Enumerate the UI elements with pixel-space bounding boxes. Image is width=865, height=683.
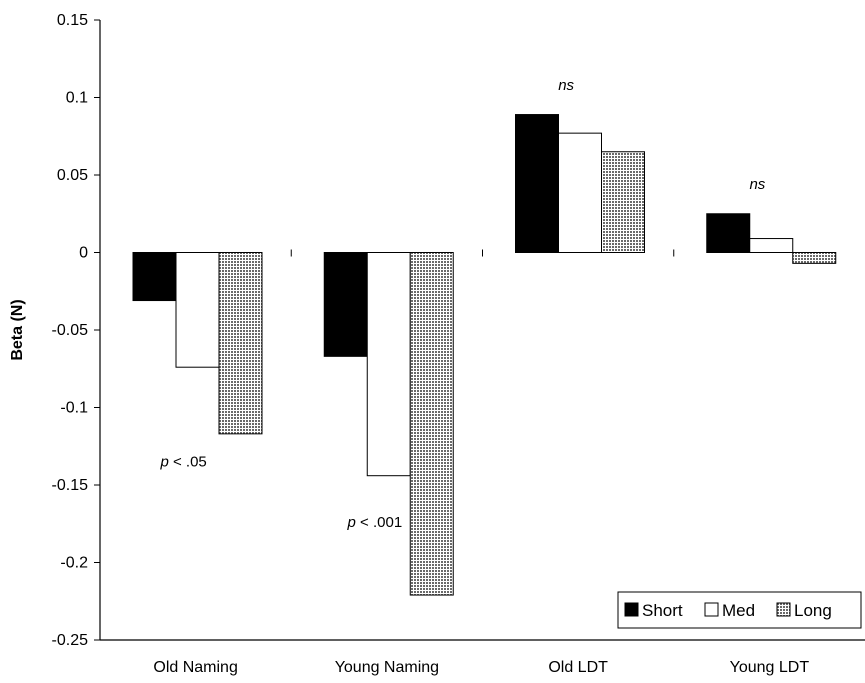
bar-med-young-ldt	[750, 239, 793, 253]
significance-annotation: p < .001	[347, 514, 403, 531]
x-category-label: Old LDT	[548, 659, 608, 676]
legend-swatch-med	[705, 603, 718, 616]
legend-swatch-short	[625, 603, 638, 616]
significance-annotation: ns	[558, 77, 574, 94]
x-category-label: Young LDT	[730, 659, 810, 676]
legend-swatch-long	[777, 603, 790, 616]
y-tick-label: 0	[79, 245, 88, 262]
x-category-label: Young Naming	[335, 659, 439, 676]
x-category-label: Old Naming	[153, 659, 237, 676]
significance-annotation: ns	[749, 176, 765, 193]
y-tick-label: 0.05	[57, 167, 88, 184]
annotation-italic-part: ns	[749, 176, 765, 193]
legend-label-med: Med	[722, 601, 755, 620]
annotation-italic-part: p	[347, 514, 356, 531]
bar-long-old-naming	[219, 253, 262, 434]
y-tick-label: 0.1	[66, 90, 88, 107]
bar-long-young-ldt	[793, 253, 836, 264]
annotation-italic-part: p	[159, 453, 168, 470]
legend-label-long: Long	[794, 601, 832, 620]
legend-label-short: Short	[642, 601, 683, 620]
bar-short-old-ldt	[516, 115, 559, 253]
y-axis-title: Beta (N)	[9, 299, 26, 360]
y-tick-label: 0.15	[57, 12, 88, 29]
y-tick-label: -0.05	[52, 322, 89, 339]
significance-annotation: p < .05	[159, 453, 206, 470]
bar-med-young-naming	[367, 253, 410, 476]
plot-area: 0.15 0.1 0.05 0 -0.05 -0.1 -0.15 -0.2 -0.25 Old N…	[9, 12, 865, 676]
y-tick-label: -0.2	[60, 555, 88, 572]
bar-short-young-ldt	[707, 214, 750, 253]
annotation-italic-part: ns	[558, 77, 574, 94]
bar-long-young-naming	[410, 253, 453, 596]
y-tick-label: -0.1	[60, 400, 88, 417]
y-tick-label: -0.25	[52, 632, 89, 649]
bar-med-old-ldt	[559, 133, 602, 252]
bar-long-old-ldt	[602, 152, 645, 253]
bar-short-young-naming	[324, 253, 367, 357]
bar-med-old-naming	[176, 253, 219, 368]
bar-short-old-naming	[133, 253, 176, 301]
annotation-rest: < .001	[356, 514, 402, 531]
y-tick-label: -0.15	[52, 477, 89, 494]
annotation-rest: < .05	[169, 453, 207, 470]
